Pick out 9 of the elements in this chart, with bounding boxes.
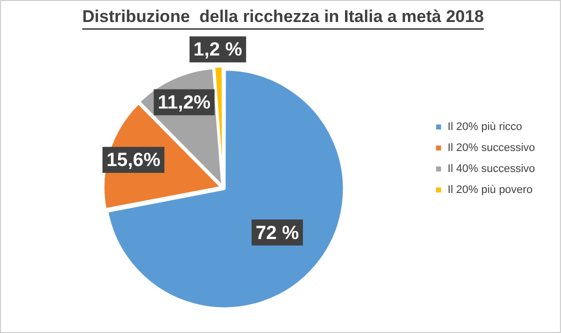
legend-label: Il 20% più ricco xyxy=(448,121,522,134)
data-label: 1,2 % xyxy=(194,40,242,61)
data-label: 72 % xyxy=(256,222,300,244)
chart-title: Distribuzione della ricchezza in Italia a metà 2018 xyxy=(82,6,484,26)
data-label: 11,2% xyxy=(158,92,211,114)
legend-label: Il 40% successivo xyxy=(448,163,536,176)
data-label: 15,6% xyxy=(106,150,160,172)
legend-label: Il 20% più povero xyxy=(448,184,533,196)
legend-label: Il 20% successivo xyxy=(448,142,536,154)
